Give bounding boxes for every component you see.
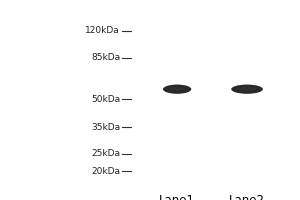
Ellipse shape [169,87,185,91]
Text: 20kDa: 20kDa [91,167,120,176]
Text: 120kDa: 120kDa [85,26,120,35]
Text: Lane1: Lane1 [159,194,195,200]
Text: 85kDa: 85kDa [91,53,120,62]
Text: Lane2: Lane2 [229,194,265,200]
Text: 25kDa: 25kDa [91,149,120,158]
Text: 50kDa: 50kDa [91,95,120,104]
Ellipse shape [163,85,191,94]
Ellipse shape [238,87,256,91]
Text: 35kDa: 35kDa [91,123,120,132]
Ellipse shape [231,85,263,94]
